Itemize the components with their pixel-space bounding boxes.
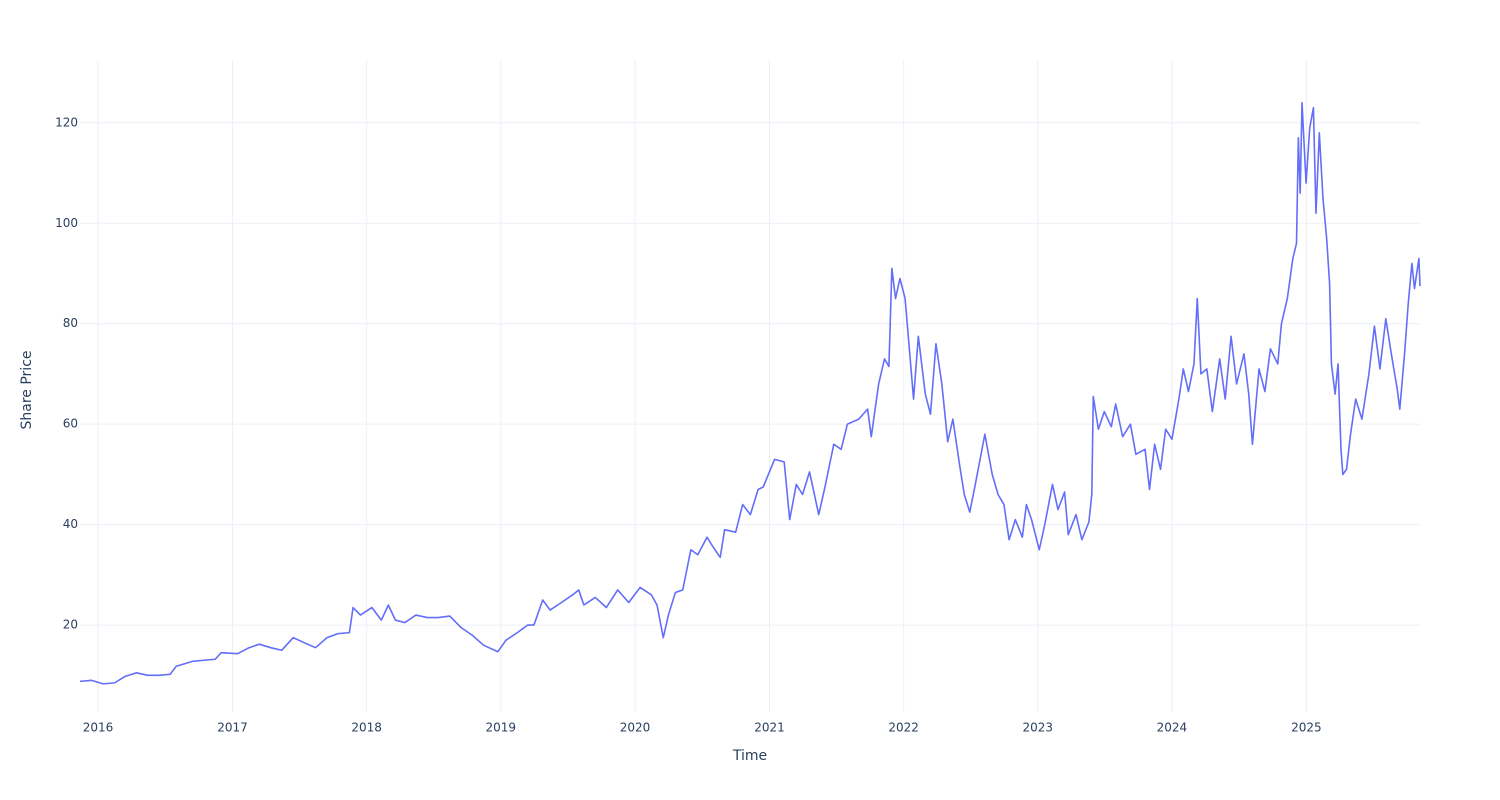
y-tick-label: 60 [63,417,78,431]
x-tick-label: 2018 [351,721,382,735]
x-tick-label: 2020 [620,721,651,735]
x-tick-label: 2024 [1157,721,1188,735]
price-line [79,101,1421,685]
x-tick-label: 2016 [83,721,114,735]
grid [80,60,1420,712]
y-axis-title: Share Price [19,350,35,429]
y-tick-label: 80 [63,316,78,330]
y-tick-label: 100 [55,216,78,230]
x-tick-label: 2017 [217,721,248,735]
x-tick-label: 2021 [754,721,785,735]
y-tick-label: 120 [55,115,78,129]
x-tick-label: 2023 [1022,721,1053,735]
x-tick-label: 2022 [888,721,919,735]
x-tick-label: 2025 [1291,721,1322,735]
x-axis-title: Time [732,748,767,764]
y-tick-label: 20 [63,618,78,632]
y-tick-label: 40 [63,517,78,531]
x-tick-label: 2019 [486,721,517,735]
